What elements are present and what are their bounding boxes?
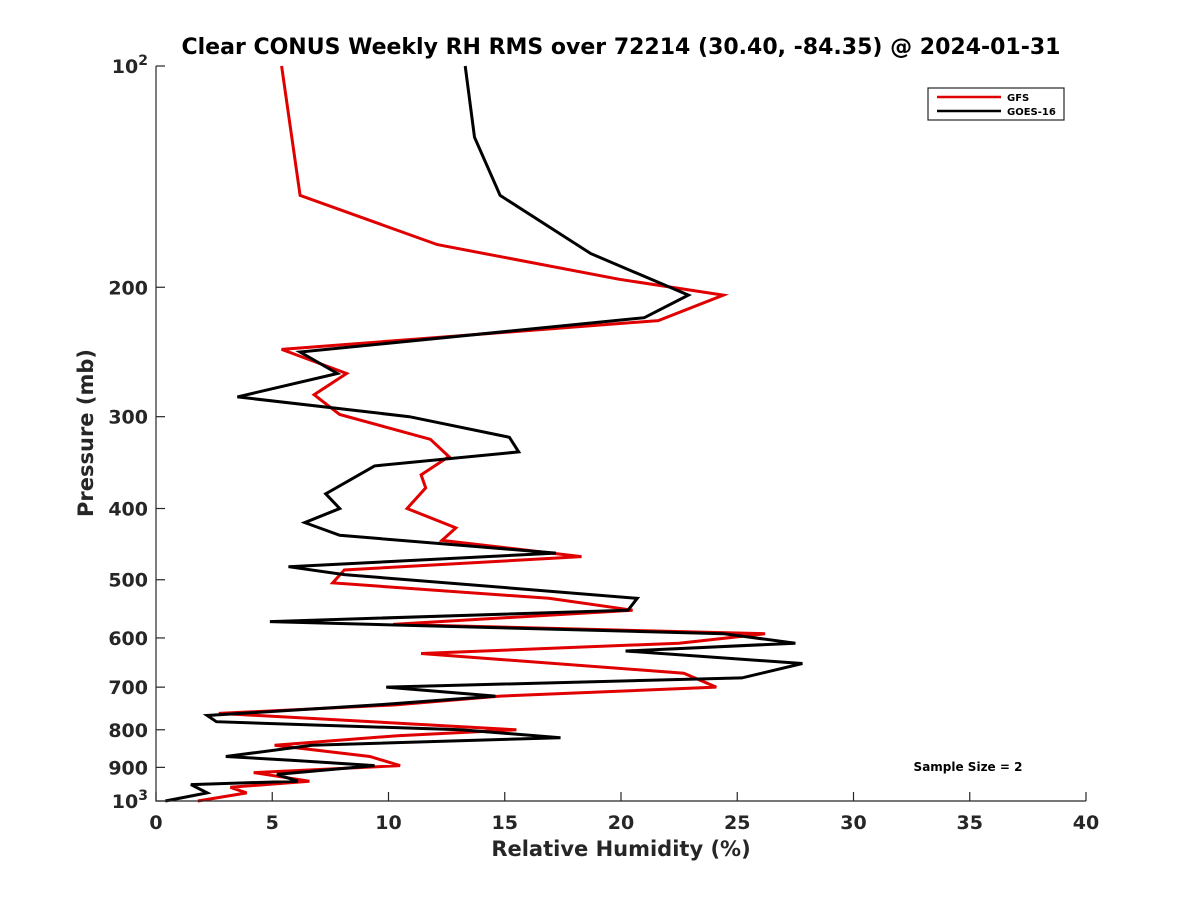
y-tick-label: 400 (108, 499, 148, 521)
legend: GFS GOES-16 (927, 87, 1065, 121)
x-axis-label: Relative Humidity (%) (491, 837, 750, 861)
legend-label: GOES-16 (1007, 107, 1056, 118)
data-series (165, 65, 803, 803)
y-tick-label: 800 (108, 720, 148, 742)
x-tick-label: 5 (266, 812, 279, 834)
legend-box (927, 87, 1065, 121)
y-tick-label: 300 (108, 407, 148, 429)
x-tick-label: 10 (375, 812, 401, 834)
series-line-gfs (197, 65, 766, 803)
y-tick-exponent: 3 (138, 788, 148, 804)
y-axis-label: Pressure (mb) (74, 349, 98, 517)
legend-label: GFS (1007, 93, 1029, 104)
x-tick-label: 40 (1073, 812, 1099, 834)
y-tick-label: 102 (112, 53, 148, 78)
x-tick-label: 0 (149, 812, 162, 834)
axes-frame (155, 66, 1086, 802)
x-tick-label: 25 (724, 812, 750, 834)
y-tick-label: 700 (108, 677, 148, 699)
chart-title: Clear CONUS Weekly RH RMS over 72214 (30… (182, 35, 1061, 60)
y-tick-exponent: 2 (138, 53, 148, 69)
sample-size-annotation: Sample Size = 2 (914, 760, 1023, 774)
x-tick-label: 20 (608, 812, 634, 834)
y-tick-label: 900 (108, 757, 148, 779)
axis-ticks: 0 5 10 15 20 25 30 35 40102200300400500600700800… (108, 53, 1099, 834)
x-tick-label: 30 (840, 812, 866, 834)
y-tick-label: 600 (108, 628, 148, 650)
y-tick-label: 200 (108, 277, 148, 299)
y-tick-base: 10 (112, 791, 138, 813)
x-tick-label: 15 (492, 812, 518, 834)
y-tick-base: 10 (112, 56, 138, 78)
series-line-goes-16 (165, 65, 803, 803)
x-tick-label: 35 (957, 812, 983, 834)
y-tick-label: 103 (112, 788, 148, 813)
y-tick-label: 500 (108, 570, 148, 592)
